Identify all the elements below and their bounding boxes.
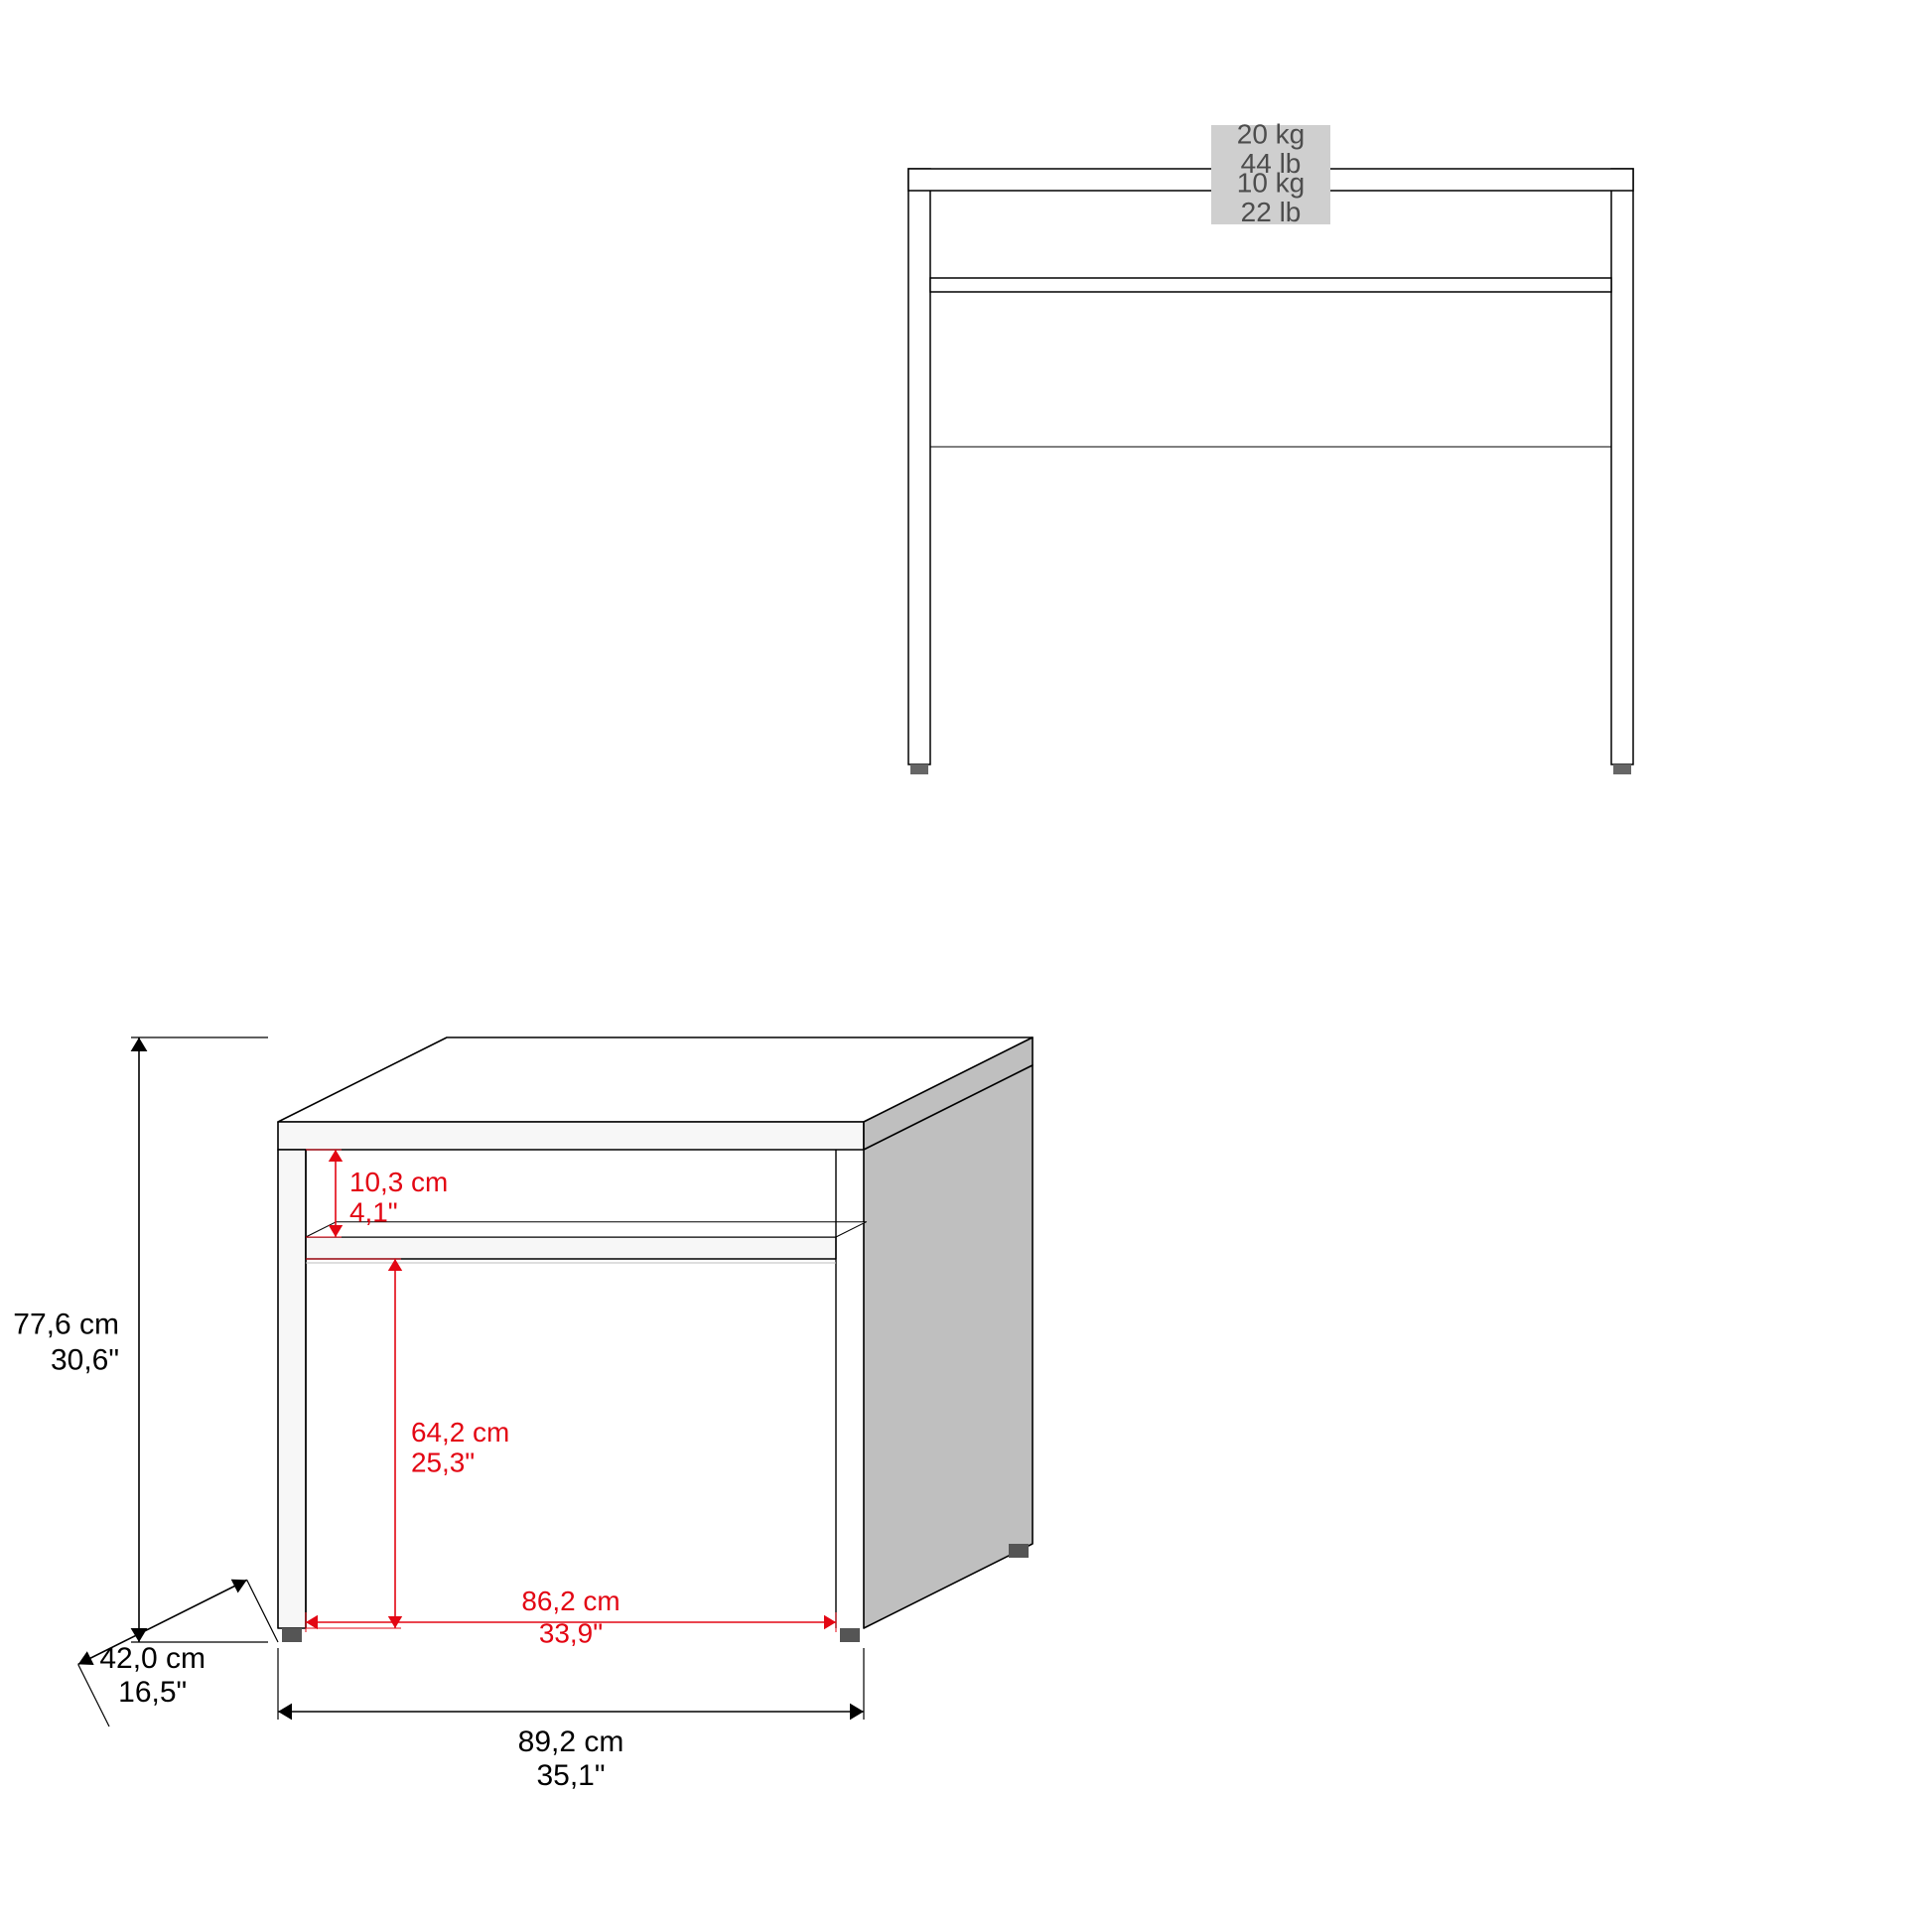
dim-width-in: 35,1": [536, 1759, 605, 1792]
dim-shelfgap-cm: 10,3 cm: [349, 1167, 448, 1197]
isometric-view: 77,6 cm30,6" 89,2 cm35,1" 42,0 cm16,5" 10,3…: [13, 1037, 1033, 1792]
front-elevation: 20 kg44 lb10 kg22 lb: [908, 118, 1633, 774]
dim-shelfgap-in: 4,1": [349, 1197, 398, 1228]
dim-innerw-in: 33,9": [539, 1618, 603, 1649]
weight-top-kg: 20 kg: [1237, 118, 1306, 149]
dim-innerw-cm: 86,2 cm: [521, 1586, 620, 1616]
dim-innerh-in: 25,3": [411, 1448, 475, 1478]
weight-shelf-lb: 22 lb: [1241, 197, 1302, 227]
dim-height-cm: 77,6 cm: [13, 1309, 119, 1341]
dim-innerh-cm: 64,2 cm: [411, 1417, 509, 1448]
dim-height-in: 30,6": [51, 1344, 119, 1377]
dim-width-cm: 89,2 cm: [518, 1725, 624, 1758]
dim-depth-cm: 42,0 cm: [99, 1642, 206, 1675]
dim-depth-in: 16,5": [118, 1676, 187, 1709]
weight-shelf-kg: 10 kg: [1237, 168, 1306, 199]
